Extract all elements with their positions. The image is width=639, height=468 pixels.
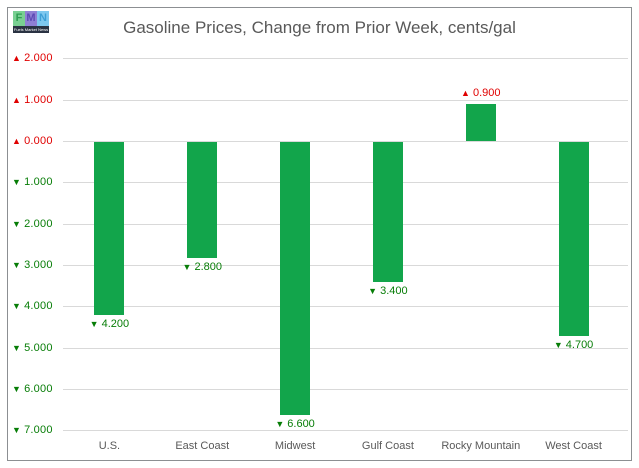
logo-caption: Fuels Market News (13, 26, 49, 33)
bar-rocky-mountain (465, 103, 496, 141)
bar-u-s (94, 142, 125, 316)
triangle-down-icon: ▼ (89, 319, 99, 330)
y-axis-tick-label: 2.000 (24, 52, 53, 65)
data-label: ▼ 4.700 (554, 339, 593, 351)
y-axis-tick: ▼ 2.000 (12, 218, 53, 230)
x-axis-category-label: Gulf Coast (361, 440, 414, 452)
bar-west-coast (558, 142, 589, 337)
y-axis-tick: ▼ 4.000 (12, 300, 53, 312)
y-axis-tick-label: 0.000 (24, 135, 53, 147)
data-label: ▼ 6.600 (275, 418, 314, 430)
gridline (63, 58, 628, 60)
data-label: ▼ 4.200 (90, 318, 129, 330)
data-label-value: 2.800 (194, 260, 222, 273)
fmn-logo: F M N Fuels Market News (13, 11, 49, 33)
triangle-down-icon: ▼ (12, 259, 22, 270)
y-axis-tick-label: 2.000 (24, 217, 53, 230)
triangle-up-icon: ▲ (12, 94, 22, 105)
x-axis-category-label: U.S. (98, 440, 121, 452)
y-axis-tick-label: 1.000 (24, 176, 53, 189)
y-axis-tick-label: 5.000 (24, 341, 53, 354)
data-label-value: 0.900 (472, 86, 501, 99)
y-axis-tick: ▲ 0.000 (12, 135, 53, 147)
bar-gulf-coast (372, 142, 403, 283)
gridline (63, 141, 628, 142)
triangle-down-icon: ▼ (12, 342, 22, 353)
chart-title: Gasoline Prices, Change from Prior Week,… (123, 18, 516, 37)
triangle-down-icon: ▼ (12, 425, 22, 436)
y-axis-tick-label: 7.000 (24, 424, 53, 437)
y-axis-tick: ▼ 1.000 (12, 176, 53, 188)
fmn-logo-letters: F M N (13, 11, 49, 26)
chart-frame: F M N Fuels Market News Gasoline Prices,… (7, 7, 632, 461)
logo-letter-f: F (13, 11, 25, 26)
data-label-value: 4.200 (101, 318, 130, 331)
data-label-value: 6.600 (287, 417, 315, 430)
y-axis-tick: ▲ 1.000 (12, 94, 53, 106)
y-axis-tick: ▼ 6.000 (12, 383, 53, 395)
triangle-up-icon: ▲ (12, 136, 22, 146)
gridline (63, 223, 628, 225)
triangle-down-icon: ▼ (12, 177, 22, 188)
triangle-down-icon: ▼ (368, 286, 378, 297)
triangle-down-icon: ▼ (553, 340, 563, 351)
triangle-down-icon: ▼ (12, 218, 22, 229)
gridline (63, 182, 628, 184)
x-axis-category-label: West Coast (545, 440, 602, 452)
y-axis-tick-label: 6.000 (24, 382, 53, 395)
y-axis-tick-label: 4.000 (24, 300, 53, 313)
gridline (63, 347, 628, 349)
y-axis-tick-label: 1.000 (24, 93, 53, 106)
triangle-down-icon: ▼ (182, 261, 192, 272)
data-label-value: 4.700 (565, 339, 594, 352)
x-axis-category-label: Rocky Mountain (441, 440, 521, 452)
logo-letter-m: M (25, 11, 37, 26)
x-axis-category-label: East Coast (175, 440, 230, 452)
data-label: ▼ 3.400 (368, 285, 407, 297)
y-axis-tick: ▼ 3.000 (12, 259, 53, 271)
triangle-down-icon: ▼ (275, 418, 285, 429)
x-axis-category-label: Midwest (274, 440, 316, 452)
gridline (63, 99, 628, 101)
y-axis-tick: ▼ 5.000 (12, 342, 53, 354)
logo-letter-n: N (37, 11, 49, 26)
bar-east-coast (187, 142, 218, 258)
data-label-value: 3.400 (380, 285, 408, 298)
triangle-up-icon: ▲ (461, 87, 470, 98)
gridline (63, 306, 628, 308)
triangle-up-icon: ▲ (12, 53, 22, 64)
data-label: ▲ 0.900 (461, 87, 500, 99)
bar-midwest (280, 142, 311, 415)
gridline (63, 430, 628, 432)
data-label: ▼ 2.800 (183, 261, 222, 273)
gridline (63, 264, 628, 266)
y-axis-tick-label: 3.000 (24, 258, 53, 271)
y-axis-tick: ▲ 2.000 (12, 52, 53, 64)
y-axis-tick: ▼ 7.000 (12, 424, 53, 436)
triangle-down-icon: ▼ (12, 383, 22, 394)
triangle-down-icon: ▼ (12, 301, 22, 312)
plot-area: ▲ 2.000 ▲ 1.000 ▲ 0.000 ▼ 1.000 ▼ 2.000 ▼ 3.000 ▼ 4.0… (8, 8, 631, 460)
gridline (63, 388, 628, 390)
